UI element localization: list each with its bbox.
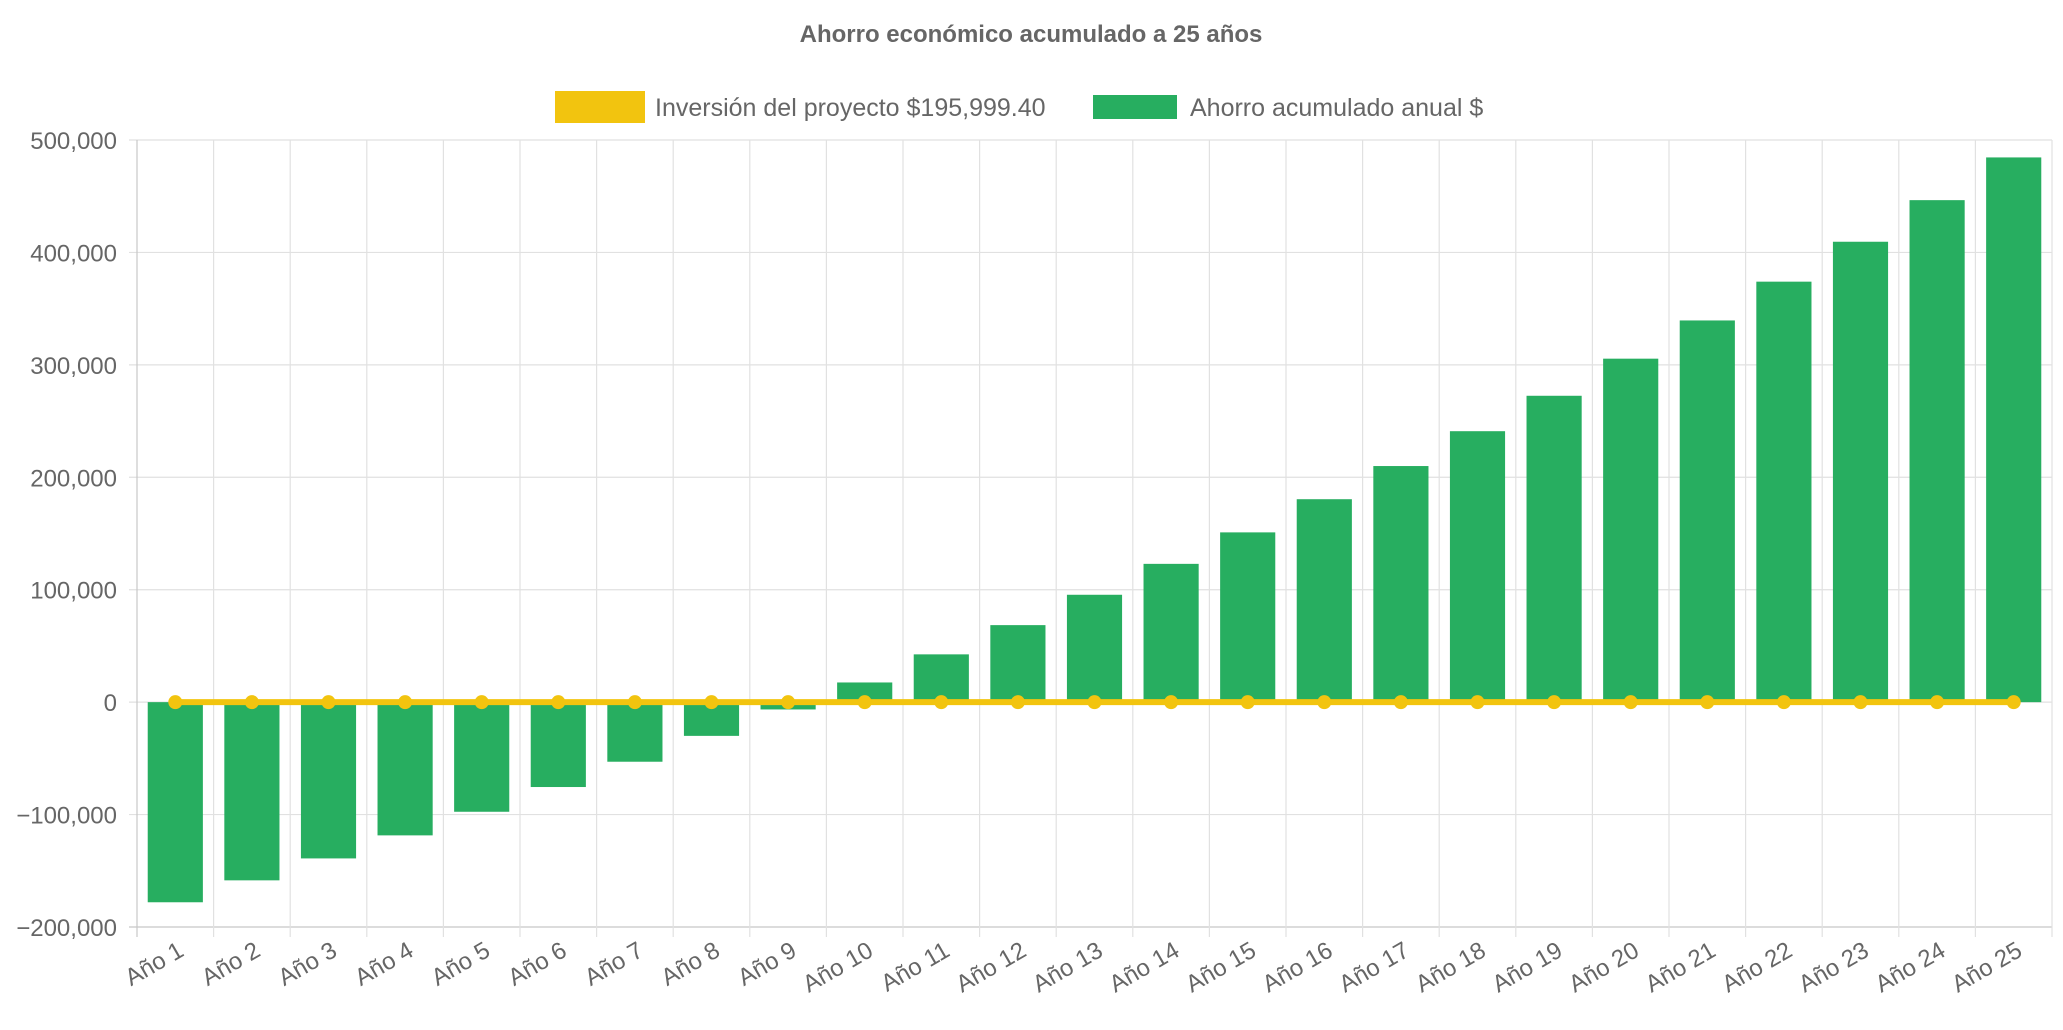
y-tick-label: −100,000 xyxy=(16,803,117,830)
x-tick-label: Año 18 xyxy=(1411,937,1490,998)
x-tick-label: Año 21 xyxy=(1641,937,1720,998)
legend-swatch-savings xyxy=(1093,95,1177,119)
y-tick-label: 100,000 xyxy=(30,578,117,605)
bar-12[interactable] xyxy=(990,625,1046,703)
x-tick-label: Año 8 xyxy=(657,937,725,992)
bar-18[interactable] xyxy=(1449,431,1506,703)
bar-5[interactable] xyxy=(454,702,510,812)
y-tick-label: 0 xyxy=(104,690,117,717)
bar-1[interactable] xyxy=(147,702,203,903)
line-point-1[interactable] xyxy=(168,695,183,710)
x-tick-label: Año 20 xyxy=(1564,937,1643,998)
line-point-10[interactable] xyxy=(857,695,872,710)
line-point-2[interactable] xyxy=(244,695,259,710)
line-point-7[interactable] xyxy=(627,695,642,710)
y-tick-label: 200,000 xyxy=(30,465,117,492)
line-point-12[interactable] xyxy=(1010,695,1025,710)
y-tick-label: 500,000 xyxy=(30,128,117,155)
x-tick-label: Año 11 xyxy=(876,937,954,998)
bar-22[interactable] xyxy=(1756,281,1812,703)
line-point-5[interactable] xyxy=(474,695,489,710)
line-point-13[interactable] xyxy=(1087,695,1102,710)
line-point-22[interactable] xyxy=(1776,695,1791,710)
line-point-24[interactable] xyxy=(1930,695,1945,710)
bar-17[interactable] xyxy=(1373,466,1429,703)
bar-11[interactable] xyxy=(913,654,969,703)
bar-23[interactable] xyxy=(1832,241,1889,703)
bar-7[interactable] xyxy=(607,702,663,762)
y-tick-label: −200,000 xyxy=(16,915,117,942)
x-tick-label: Año 19 xyxy=(1488,937,1567,998)
legend-swatch-investment xyxy=(555,91,645,123)
bar-14[interactable] xyxy=(1143,563,1199,703)
x-tick-label: Año 9 xyxy=(733,937,801,992)
line-point-9[interactable] xyxy=(781,695,796,710)
x-tick-label: Año 10 xyxy=(798,937,877,998)
line-point-16[interactable] xyxy=(1317,695,1332,710)
x-tick-label: Año 25 xyxy=(1947,937,2026,998)
line-point-17[interactable] xyxy=(1393,695,1408,710)
bar-21[interactable] xyxy=(1679,320,1735,703)
bar-2[interactable] xyxy=(224,702,280,881)
line-point-23[interactable] xyxy=(1853,695,1868,710)
legend-item-savings[interactable]: Ahorro acumulado anual $ xyxy=(1093,94,1483,122)
x-tick-label: Año 2 xyxy=(197,937,265,992)
legend-label-investment: Inversión del proyecto $195,999.40 xyxy=(655,94,1046,122)
line-point-15[interactable] xyxy=(1240,695,1255,710)
chart-title: Ahorro económico acumulado a 25 años xyxy=(800,21,1263,48)
line-point-8[interactable] xyxy=(704,695,719,710)
x-tick-label: Año 4 xyxy=(350,937,418,992)
bar-25[interactable] xyxy=(1986,157,2042,703)
y-tick-label: 400,000 xyxy=(30,240,117,267)
x-tick-label: Año 5 xyxy=(427,937,495,992)
bar-16[interactable] xyxy=(1296,499,1352,703)
x-axis-ticks: Año 1 Año 2 Año 3 Año 4 Año 5 Año 6 Año 7 Año 8… xyxy=(120,937,2026,998)
bar-13[interactable] xyxy=(1066,594,1123,703)
x-tick-label: Año 22 xyxy=(1718,937,1797,998)
x-tick-label: Año 17 xyxy=(1335,937,1414,998)
bar-10[interactable] xyxy=(837,682,893,703)
x-tick-label: Año 15 xyxy=(1181,937,1260,998)
bars xyxy=(147,157,2042,903)
x-tick-label: Año 6 xyxy=(503,937,571,992)
bar-6[interactable] xyxy=(530,702,586,788)
x-tick-label: Año 3 xyxy=(274,937,342,992)
bar-20[interactable] xyxy=(1603,358,1659,703)
legend-item-investment[interactable]: Inversión del proyecto $195,999.40 xyxy=(555,91,1046,123)
line-point-14[interactable] xyxy=(1164,695,1179,710)
line-point-6[interactable] xyxy=(551,695,566,710)
line-point-21[interactable] xyxy=(1700,695,1715,710)
bar-4[interactable] xyxy=(377,702,433,836)
x-tick-label: Año 1 xyxy=(120,937,188,992)
line-point-20[interactable] xyxy=(1623,695,1638,710)
line-point-4[interactable] xyxy=(398,695,413,710)
legend: Inversión del proyecto $195,999.40 Ahorr… xyxy=(555,91,1483,123)
investment-line xyxy=(168,695,2021,710)
x-tick-label: Año 16 xyxy=(1258,937,1337,998)
x-tick-label: Año 13 xyxy=(1028,937,1107,998)
bar-3[interactable] xyxy=(300,702,357,859)
x-tick-label: Año 14 xyxy=(1105,937,1184,998)
y-axis-ticks: 500,000 400,000 300,000 200,000 100,000 0 −100… xyxy=(16,128,117,942)
bar-15[interactable] xyxy=(1220,532,1276,703)
x-tick-label: Año 24 xyxy=(1871,937,1950,998)
y-tick-label: 300,000 xyxy=(30,353,117,380)
bar-19[interactable] xyxy=(1526,395,1582,703)
x-tick-label: Año 12 xyxy=(952,937,1031,998)
x-tick-label: Año 23 xyxy=(1794,937,1873,998)
line-point-18[interactable] xyxy=(1470,695,1485,710)
line-point-19[interactable] xyxy=(1547,695,1562,710)
line-point-3[interactable] xyxy=(321,695,336,710)
x-tick-label: Año 7 xyxy=(580,937,648,992)
bar-24[interactable] xyxy=(1909,200,1965,703)
legend-label-savings: Ahorro acumulado anual $ xyxy=(1190,94,1483,122)
line-point-25[interactable] xyxy=(2006,695,2021,710)
line-point-11[interactable] xyxy=(934,695,949,710)
